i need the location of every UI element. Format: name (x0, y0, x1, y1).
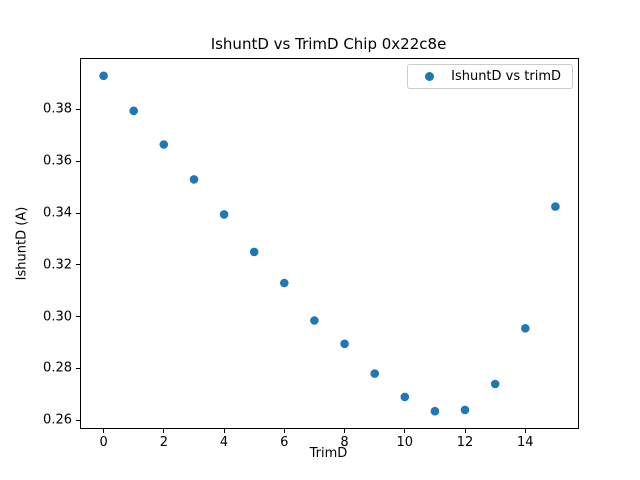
x-tick (283, 429, 285, 433)
x-tick-label: 12 (456, 435, 474, 450)
legend: IshuntD vs trimD (407, 64, 573, 89)
x-tick (103, 429, 105, 433)
x-tick (223, 429, 225, 433)
legend-marker-icon (425, 72, 435, 81)
y-tick (76, 367, 80, 369)
y-tick (76, 160, 80, 162)
data-point (219, 210, 229, 219)
y-tick-label: 0.26 (43, 412, 72, 428)
y-tick (76, 419, 80, 421)
y-tick-label: 0.28 (43, 360, 72, 376)
data-point (521, 324, 530, 333)
y-tick (76, 108, 80, 110)
data-point (490, 379, 500, 389)
data-point (340, 339, 349, 349)
x-tick (344, 429, 346, 433)
x-tick (524, 429, 526, 433)
x-tick-label: 0 (99, 435, 108, 450)
data-point (370, 369, 380, 378)
x-tick-label: 8 (340, 435, 349, 450)
data-point (129, 106, 138, 116)
x-tick-label: 4 (219, 435, 229, 450)
data-point (310, 316, 319, 325)
data-point (189, 175, 199, 184)
y-axis-label: IshuntD (A) (14, 206, 30, 281)
scatter-points-layer (99, 71, 560, 416)
data-point (280, 278, 289, 288)
data-point (99, 71, 108, 81)
x-tick (464, 429, 466, 433)
x-tick-label: 14 (517, 435, 534, 450)
y-tick-label: 0.38 (43, 101, 72, 117)
data-point (400, 392, 410, 402)
y-tick (76, 264, 80, 266)
y-tick-label: 0.30 (43, 309, 72, 325)
x-axis-label: TrimD (309, 446, 348, 461)
x-tick-label: 2 (159, 435, 168, 450)
x-tick-label: 10 (396, 435, 414, 450)
y-tick-label: 0.34 (43, 205, 72, 221)
y-tick (76, 212, 80, 214)
data-point (249, 247, 259, 257)
y-tick-label: 0.32 (43, 257, 72, 273)
x-tick-label: 6 (280, 435, 289, 450)
plot-area: IshuntD vs trimD (80, 58, 579, 429)
y-tick (76, 316, 80, 318)
y-tick-label: 0.36 (43, 153, 72, 169)
x-tick (163, 429, 165, 433)
data-point (460, 405, 470, 415)
x-tick (404, 429, 406, 433)
data-point (551, 202, 560, 211)
data-point (159, 140, 169, 149)
data-point (430, 406, 440, 416)
chart-title: IshuntD vs TrimD Chip 0x22c8e (210, 35, 447, 53)
legend-label: IshuntD vs trimD (451, 69, 561, 84)
